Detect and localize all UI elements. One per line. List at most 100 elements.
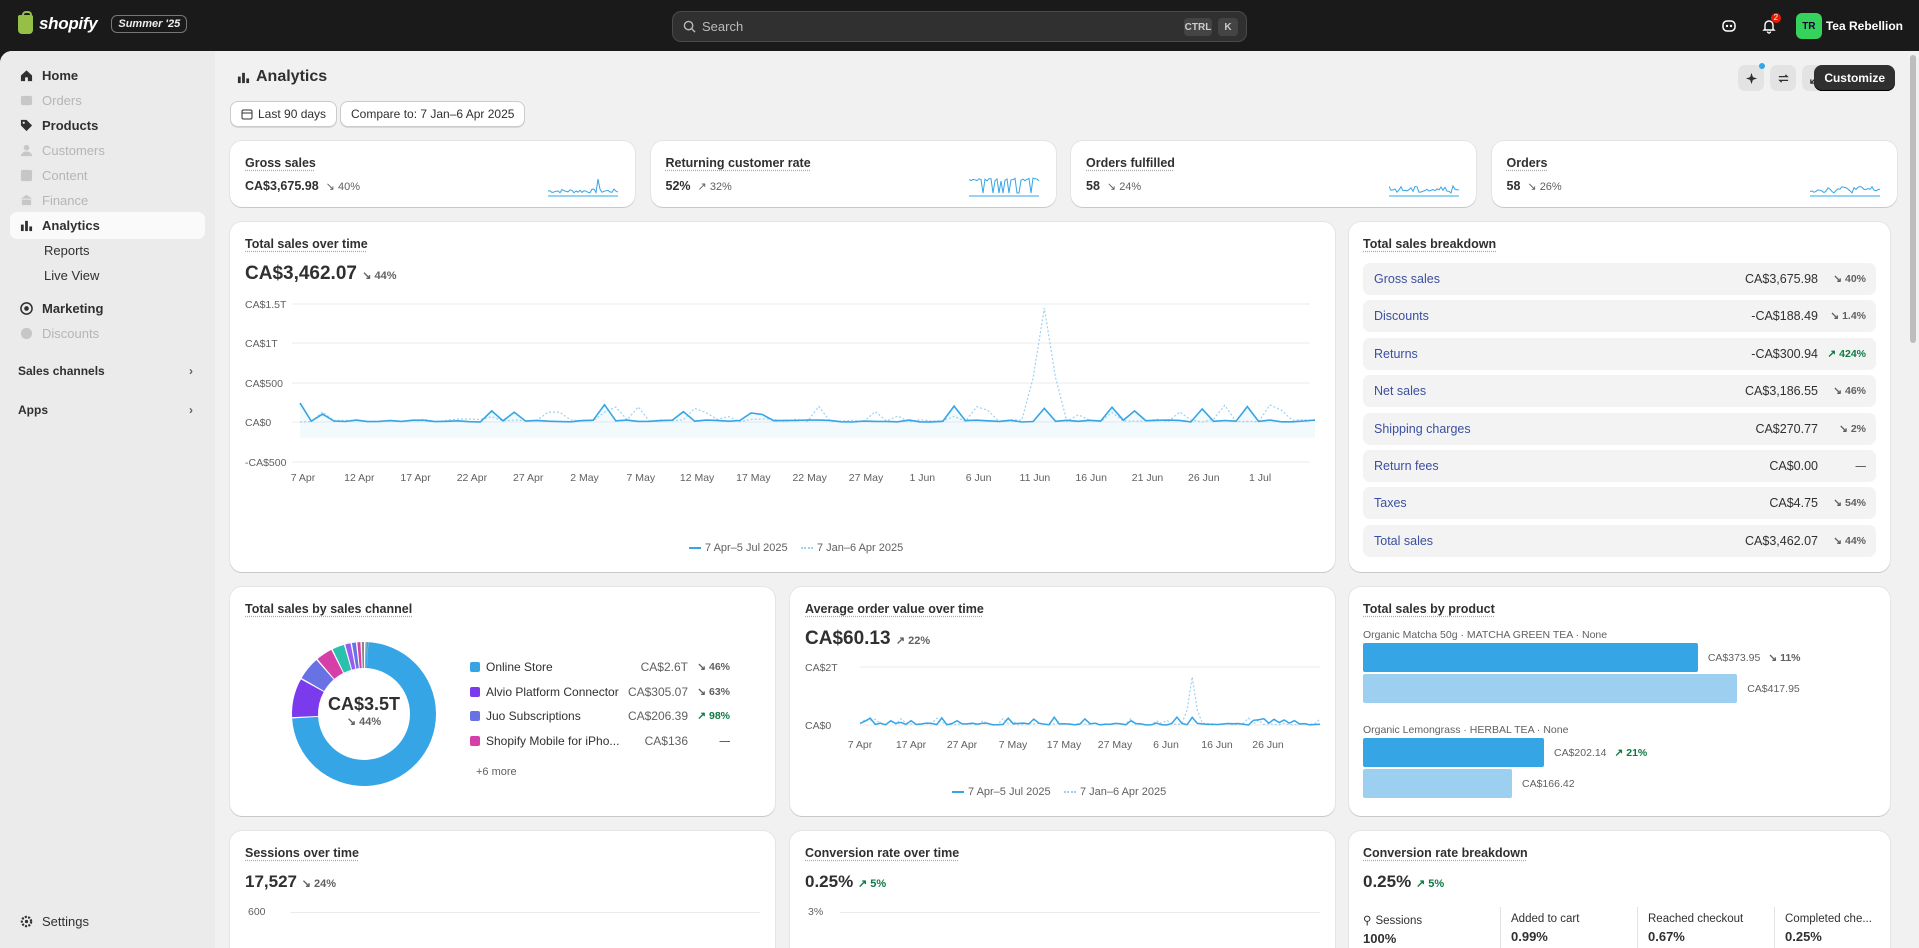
x-tick-label: 26 Jun (1252, 739, 1284, 751)
sidebar-item-home[interactable]: Home (10, 62, 205, 89)
breakdown-value: CA$3,186.55 (1745, 384, 1818, 399)
sidebar-item-discounts[interactable]: Discounts (10, 320, 205, 347)
breakdown-label[interactable]: Discounts (1374, 309, 1429, 324)
x-tick-label: 7 Apr (848, 739, 873, 751)
sidebar-item-live-view[interactable]: Live View (10, 262, 205, 289)
sidebar-sales-channels[interactable]: Sales channels › (18, 364, 193, 378)
channel-legend-item[interactable]: Juo Subscriptions CA$206.39 ↗ 98% (470, 707, 730, 725)
kpi-value-row: 52% ↗ 32% (666, 179, 732, 193)
search-bar[interactable]: Search CTRL K (672, 11, 1247, 42)
card-title[interactable]: Conversion rate breakdown (1363, 846, 1528, 860)
date-range-button[interactable]: Last 90 days (230, 101, 338, 127)
conversion-value: 0.25% (805, 872, 854, 891)
channel-legend-item[interactable]: Online Store CA$2.6T ↘ 46% (470, 658, 730, 676)
sidebar-item-settings[interactable]: Settings (10, 908, 205, 935)
sidebar-item-content[interactable]: Content (10, 162, 205, 189)
kpi-label[interactable]: Gross sales (245, 156, 316, 170)
gear-icon (20, 915, 33, 928)
sidebar-item-marketing[interactable]: Marketing (10, 295, 205, 322)
sidekick-insights-button[interactable] (1738, 63, 1765, 91)
funnel-step-value: 0.99% (1511, 929, 1548, 944)
home-icon (20, 70, 33, 82)
breakdown-label[interactable]: Return fees (1374, 459, 1439, 473)
card-title[interactable]: Total sales by sales channel (245, 602, 413, 616)
sidebar-item-finance[interactable]: Finance (10, 187, 205, 214)
notifications-button[interactable]: 2 (1756, 13, 1782, 39)
sidebar-item-customers[interactable]: Customers (10, 137, 205, 164)
breakdown-change: ↘ 44% (1833, 534, 1866, 547)
breakdown-row[interactable]: Shipping charges CA$270.77 ↘ 2% (1363, 412, 1876, 445)
sidebar-apps[interactable]: Apps › (18, 403, 193, 417)
conversion-card[interactable]: Conversion rate over time 0.25% ↗ 5% 3% (790, 831, 1335, 948)
breakdown-row[interactable]: Taxes CA$4.75 ↘ 54% (1363, 487, 1876, 520)
breakdown-label[interactable]: Gross sales (1374, 272, 1440, 286)
breakdown-row[interactable]: Returns -CA$300.94 ↗ 424% (1363, 337, 1876, 370)
kpi-change: ↗ 32% (697, 181, 732, 193)
kpi-label[interactable]: Orders fulfilled (1086, 156, 1175, 170)
legend-label: 7 Apr–5 Jul 2025 (705, 542, 788, 554)
sidebar-item-products[interactable]: Products (10, 112, 205, 139)
change-text: 44% (359, 716, 382, 728)
sidebar-item-analytics[interactable]: Analytics (10, 212, 205, 239)
card-title[interactable]: Total sales by product (1363, 602, 1495, 616)
breakdown-row[interactable]: Total sales CA$3,462.07 ↘ 44% (1363, 524, 1876, 557)
breakdown-label[interactable]: Shipping charges (1374, 421, 1471, 436)
x-tick-label: 27 May (1098, 739, 1133, 751)
breakdown-row[interactable]: Return fees CA$0.00 — (1363, 450, 1876, 482)
change-text: 54% (1844, 497, 1866, 510)
card-title[interactable]: Average order value over time (805, 602, 984, 616)
edition-badge[interactable]: Summer '25 (111, 15, 188, 33)
breakdown-row[interactable]: Discounts -CA$188.49 ↘ 1.4% (1363, 300, 1876, 333)
customize-button[interactable]: Customize (1814, 65, 1895, 91)
kpi-card[interactable]: Orders fulfilled 58 ↘ 24% (1071, 141, 1476, 207)
account-menu[interactable]: TR Tea Rebellion (1795, 13, 1903, 39)
breakdown-label[interactable]: Total sales (1374, 533, 1434, 548)
show-more-link[interactable]: +6 more (476, 766, 517, 778)
breakdown-label[interactable]: Net sales (1374, 384, 1427, 399)
change-text: — (1855, 460, 1867, 472)
channel-legend-item[interactable]: Shopify Mobile for iPho... CA$136 — (470, 732, 730, 750)
previous-bar[interactable] (1363, 674, 1738, 703)
kpi-label[interactable]: Orders (1506, 156, 1548, 170)
breakdown-row[interactable]: Gross sales CA$3,675.98 ↘ 40% (1363, 263, 1876, 295)
card-title[interactable]: Conversion rate over time (805, 846, 960, 860)
sidebar-item-label: Home (42, 68, 79, 83)
sessions-card[interactable]: Sessions over time 17,527 ↘ 24% 600 (230, 831, 775, 948)
sidekick-icon (1722, 20, 1736, 32)
breakdown-change: ↘ 40% (1833, 273, 1866, 285)
aov-card[interactable]: Average order value over time CA$60.13 ↗… (790, 587, 1335, 816)
bank-icon (20, 194, 33, 206)
compare-button[interactable]: Compare to: 7 Jan–6 Apr 2025 (340, 101, 526, 127)
breakdown-label[interactable]: Returns (1374, 346, 1418, 361)
sidekick-button[interactable] (1716, 13, 1742, 39)
sidebar-item-reports[interactable]: Reports (10, 237, 205, 264)
kpi-value: 58 (1506, 179, 1521, 193)
funnel-step-label: Added to cart (1511, 913, 1580, 925)
current-bar[interactable] (1363, 643, 1698, 672)
kpi-card[interactable]: Orders 58 ↘ 26% (1491, 141, 1897, 207)
card-title[interactable]: Total sales over time (245, 237, 368, 251)
funnel-step-label-row: Reached checkout (1648, 913, 1772, 925)
breakdown-change: ↗ 424% (1827, 347, 1866, 360)
funnel-step: Added to cart 0.99% (1500, 907, 1635, 948)
card-title[interactable]: Sessions over time (245, 846, 359, 860)
y-tick-label: CA$1T (245, 338, 278, 350)
kpi-card[interactable]: Gross sales CA$3,675.98 ↘ 40% (230, 141, 635, 207)
shopify-logo[interactable]: shopify Summer '25 (18, 10, 188, 34)
kpi-card[interactable]: Returning customer rate 52% ↗ 32% (650, 141, 1056, 207)
previous-bar[interactable] (1363, 769, 1512, 798)
breakdown-label[interactable]: Taxes (1374, 496, 1407, 511)
refresh-button[interactable] (1770, 65, 1796, 91)
card-title[interactable]: Total sales breakdown (1363, 237, 1497, 251)
sidebar-item-orders[interactable]: Orders (10, 87, 205, 114)
page-scrollbar[interactable] (1907, 51, 1919, 948)
current-bar[interactable] (1363, 738, 1544, 767)
breakdown-row[interactable]: Net sales CA$3,186.55 ↘ 46% (1363, 375, 1876, 408)
total-sales-card[interactable]: Total sales over time CA$3,462.07 ↘ 44% … (230, 222, 1335, 572)
channel-legend-item[interactable]: Alvio Platform Connector CA$305.07 ↘ 63% (470, 683, 730, 701)
kpi-label[interactable]: Returning customer rate (665, 156, 811, 170)
scrollbar-thumb[interactable] (1910, 55, 1916, 343)
x-tick-label: 16 Jun (1201, 739, 1233, 751)
kpi-value: 52% (665, 179, 691, 193)
kpi-value-row: 58 ↘ 24% (1086, 179, 1141, 193)
